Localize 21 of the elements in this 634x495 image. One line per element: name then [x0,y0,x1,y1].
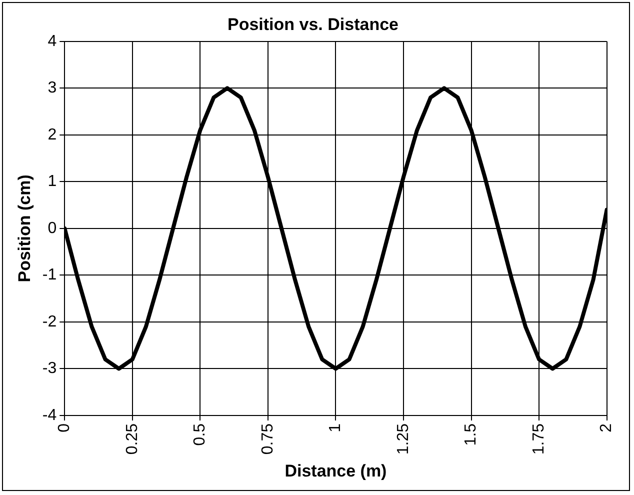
y-tick-label: 0 [48,220,57,237]
y-tick-label: -4 [42,406,57,424]
x-tick-label: 1.75 [530,423,548,455]
chart-title: Position vs. Distance [228,14,398,34]
y-tick-label: 2 [48,126,57,144]
x-tick-label: 1 [327,423,344,432]
x-tick-label: 1.25 [394,423,412,455]
x-tick-label: 0 [56,423,74,432]
y-axis-title: Position (cm) [14,174,34,282]
y-tick-label: -3 [42,360,57,378]
x-tick-label: 0.25 [124,423,141,455]
x-tick-label: 2 [598,423,616,432]
y-tick-label: -2 [42,313,57,330]
x-axis-title: Distance (m) [284,461,387,480]
y-tick-label: 1 [48,173,57,190]
x-tick-label: 1.5 [462,423,480,446]
x-tick-label: 0.5 [192,423,209,446]
y-tick-label: -1 [42,266,57,284]
x-tick-label: 0.75 [259,423,276,455]
y-tick-label: 3 [48,80,57,97]
y-tick-label: 4 [48,32,57,50]
